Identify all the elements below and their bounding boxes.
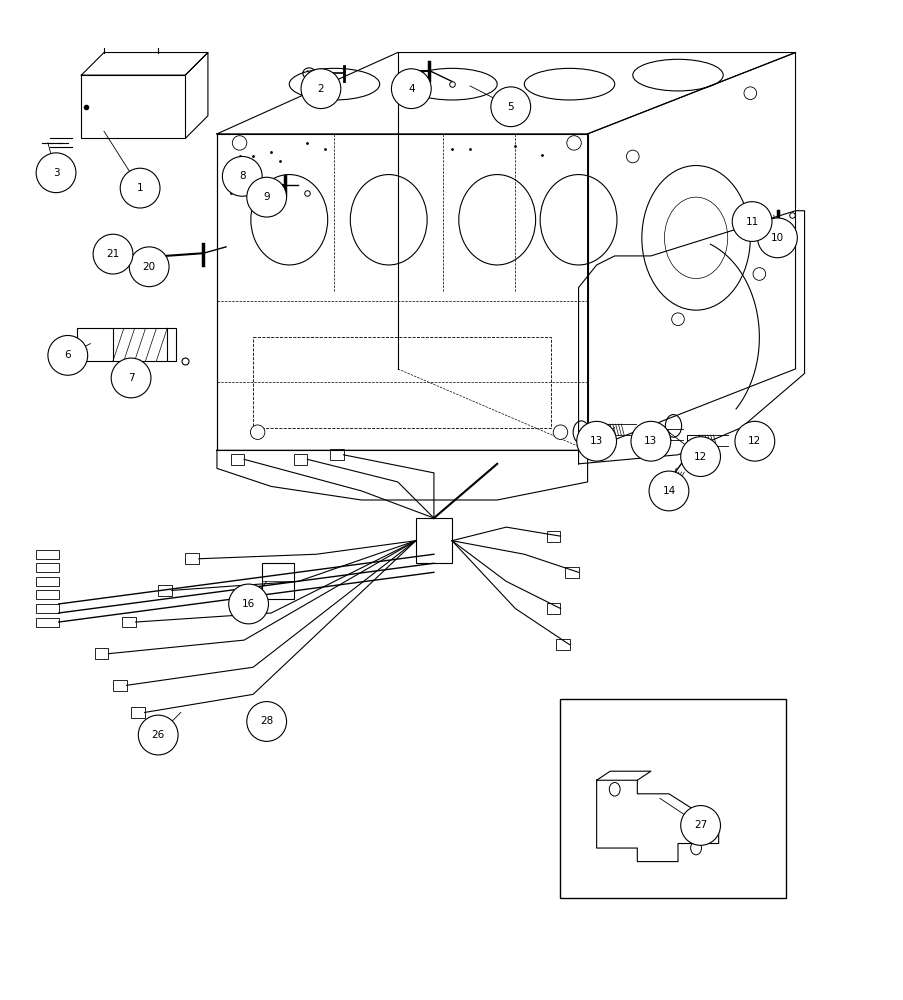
Bar [293, 454, 307, 465]
Text: 8: 8 [238, 171, 246, 181]
Bar [81, 75, 185, 138]
Text: 28: 28 [260, 716, 273, 726]
Bar [546, 531, 560, 542]
Circle shape [680, 437, 720, 476]
Circle shape [228, 584, 268, 624]
Bar [36, 550, 59, 559]
Bar [167, 328, 176, 361]
Circle shape [48, 335, 88, 375]
Circle shape [576, 421, 616, 461]
Text: 9: 9 [263, 192, 270, 202]
Text: 13: 13 [644, 436, 656, 446]
Bar [131, 707, 144, 718]
Bar [230, 454, 244, 465]
Circle shape [757, 218, 796, 258]
Bar [564, 567, 578, 578]
Bar [546, 603, 560, 614]
Bar [36, 590, 59, 599]
Text: 7: 7 [127, 373, 135, 383]
Text: 21: 21 [107, 249, 119, 259]
Bar [158, 585, 172, 596]
Text: 12: 12 [748, 436, 760, 446]
Text: 11: 11 [745, 217, 758, 227]
Text: 5: 5 [507, 102, 514, 112]
Text: 14: 14 [662, 486, 675, 496]
Text: 12: 12 [694, 452, 706, 462]
Circle shape [138, 715, 178, 755]
Bar [262, 563, 293, 599]
Text: 2: 2 [317, 84, 324, 94]
Circle shape [630, 421, 670, 461]
Circle shape [222, 156, 262, 196]
Circle shape [247, 702, 286, 741]
Text: 20: 20 [143, 262, 155, 272]
Text: 13: 13 [590, 436, 602, 446]
Bar [641, 429, 654, 440]
Bar [415, 518, 452, 563]
Bar [330, 449, 343, 460]
Bar [555, 639, 569, 650]
Circle shape [680, 806, 720, 845]
Bar [36, 604, 59, 613]
Text: 16: 16 [242, 599, 255, 609]
Bar [36, 577, 59, 586]
Text: 6: 6 [64, 350, 71, 360]
Circle shape [553, 425, 567, 439]
Circle shape [232, 136, 247, 150]
Text: 3: 3 [52, 168, 60, 178]
Circle shape [566, 136, 581, 150]
Text: 4: 4 [407, 84, 414, 94]
Bar [77, 328, 113, 361]
Bar [560, 699, 786, 898]
Circle shape [734, 421, 774, 461]
Circle shape [301, 69, 340, 109]
Circle shape [129, 247, 169, 287]
Text: 27: 27 [694, 820, 706, 830]
Bar [185, 553, 199, 564]
Bar [122, 617, 135, 627]
Text: 26: 26 [152, 730, 164, 740]
Bar [686, 435, 699, 446]
Bar [113, 680, 126, 691]
Circle shape [36, 153, 76, 193]
Bar [594, 424, 607, 435]
Bar [36, 563, 59, 572]
Text: 10: 10 [770, 233, 783, 243]
Circle shape [731, 202, 771, 241]
Circle shape [648, 471, 688, 511]
Bar [36, 618, 59, 627]
Circle shape [391, 69, 431, 109]
Circle shape [490, 87, 530, 127]
Circle shape [93, 234, 133, 274]
Circle shape [111, 358, 151, 398]
Text: 1: 1 [136, 183, 144, 193]
Circle shape [250, 425, 265, 439]
Circle shape [247, 177, 286, 217]
Bar [95, 648, 108, 659]
Circle shape [120, 168, 160, 208]
